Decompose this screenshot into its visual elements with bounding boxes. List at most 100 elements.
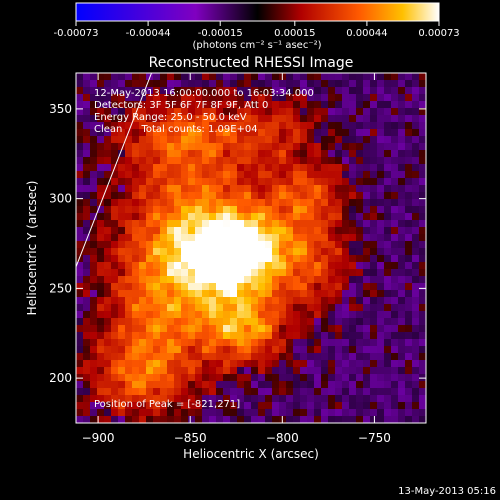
- heatmap-cell: [76, 416, 84, 423]
- heatmap-cell: [328, 227, 336, 235]
- heatmap-cell: [216, 262, 224, 270]
- heatmap-cell: [349, 73, 357, 81]
- heatmap-cell: [223, 269, 231, 277]
- heatmap-cell: [272, 185, 280, 193]
- heatmap-cell: [349, 325, 357, 333]
- heatmap-cell: [146, 276, 154, 284]
- heatmap-cell: [293, 199, 301, 207]
- heatmap-cell: [230, 115, 238, 123]
- heatmap-cell: [265, 276, 273, 284]
- heatmap-cell: [286, 94, 294, 102]
- heatmap-cell: [167, 283, 175, 291]
- heatmap-cell: [83, 129, 91, 137]
- heatmap-cell: [160, 409, 168, 417]
- heatmap-cell: [167, 290, 175, 298]
- heatmap-cell: [223, 353, 231, 361]
- heatmap-cell: [286, 80, 294, 88]
- heatmap-cell: [300, 241, 308, 249]
- heatmap-cell: [328, 115, 336, 123]
- heatmap-cell: [76, 381, 84, 389]
- heatmap-cell: [405, 346, 413, 354]
- heatmap-cell: [412, 304, 420, 312]
- heatmap-cell: [153, 304, 161, 312]
- heatmap-cell: [174, 206, 182, 214]
- heatmap-cell: [405, 402, 413, 410]
- heatmap-cell: [160, 108, 168, 116]
- heatmap-cell: [328, 416, 336, 423]
- heatmap-cell: [265, 332, 273, 340]
- heatmap-cell: [153, 192, 161, 200]
- heatmap-cell: [265, 185, 273, 193]
- heatmap-cell: [251, 388, 259, 396]
- heatmap-cell: [370, 150, 378, 158]
- heatmap-cell: [251, 367, 259, 375]
- heatmap-cell: [97, 101, 105, 109]
- heatmap-cell: [342, 416, 350, 423]
- heatmap-cell: [279, 199, 287, 207]
- heatmap-cell: [125, 122, 133, 130]
- heatmap-cell: [244, 94, 252, 102]
- heatmap-cell: [111, 108, 119, 116]
- heatmap-cell: [412, 388, 420, 396]
- heatmap-cell: [188, 108, 196, 116]
- heatmap-cell: [405, 73, 413, 81]
- heatmap-cell: [209, 206, 217, 214]
- heatmap-cell: [307, 269, 315, 277]
- heatmap-cell: [153, 73, 161, 81]
- heatmap-cell: [167, 122, 175, 130]
- heatmap-cell: [209, 164, 217, 172]
- heatmap-cell: [188, 318, 196, 326]
- heatmap-cell: [223, 101, 231, 109]
- heatmap-cell: [111, 318, 119, 326]
- heatmap-cell: [139, 374, 147, 382]
- heatmap-cell: [363, 164, 371, 172]
- heatmap-cell: [146, 136, 154, 144]
- heatmap-cell: [328, 388, 336, 396]
- heatmap-cell: [335, 241, 343, 249]
- heatmap-cell: [202, 311, 210, 319]
- heatmap-cell: [209, 122, 217, 130]
- heatmap-cell: [223, 206, 231, 214]
- heatmap-cell: [237, 164, 245, 172]
- heatmap-cell: [181, 332, 189, 340]
- heatmap-cell: [97, 325, 105, 333]
- colorbar-tick-label: 0.00073: [418, 28, 459, 39]
- heatmap-cell: [153, 416, 161, 423]
- heatmap-cell: [258, 395, 266, 403]
- heatmap-cell: [202, 80, 210, 88]
- heatmap-cell: [293, 192, 301, 200]
- heatmap-cell: [335, 87, 343, 95]
- heatmap-cell: [83, 227, 91, 235]
- heatmap-cell: [111, 115, 119, 123]
- heatmap-cell: [307, 332, 315, 340]
- heatmap-cell: [335, 381, 343, 389]
- heatmap-cell: [314, 283, 322, 291]
- heatmap-cell: [265, 227, 273, 235]
- heatmap-cell: [405, 157, 413, 165]
- heatmap-cell: [104, 157, 112, 165]
- heatmap-cell: [363, 255, 371, 263]
- heatmap-cell: [391, 150, 399, 158]
- heatmap-cell: [307, 234, 315, 242]
- heatmap-cell: [349, 283, 357, 291]
- heatmap-cell: [356, 276, 364, 284]
- heatmap-cell: [209, 150, 217, 158]
- heatmap-cell: [391, 206, 399, 214]
- heatmap-cell: [90, 367, 98, 375]
- heatmap-cell: [335, 304, 343, 312]
- heatmap-cell: [90, 276, 98, 284]
- heatmap-cell: [90, 374, 98, 382]
- heatmap-cell: [314, 269, 322, 277]
- heatmap-cell: [174, 185, 182, 193]
- heatmap-cell: [335, 185, 343, 193]
- heatmap-cell: [251, 108, 259, 116]
- heatmap-cell: [160, 136, 168, 144]
- heatmap-cell: [83, 213, 91, 221]
- heatmap-cell: [230, 192, 238, 200]
- heatmap-cell: [307, 346, 315, 354]
- heatmap-cell: [272, 255, 280, 263]
- heatmap-cell: [167, 143, 175, 151]
- heatmap-cell: [188, 234, 196, 242]
- heatmap-cell: [139, 297, 147, 305]
- heatmap-cell: [419, 262, 426, 270]
